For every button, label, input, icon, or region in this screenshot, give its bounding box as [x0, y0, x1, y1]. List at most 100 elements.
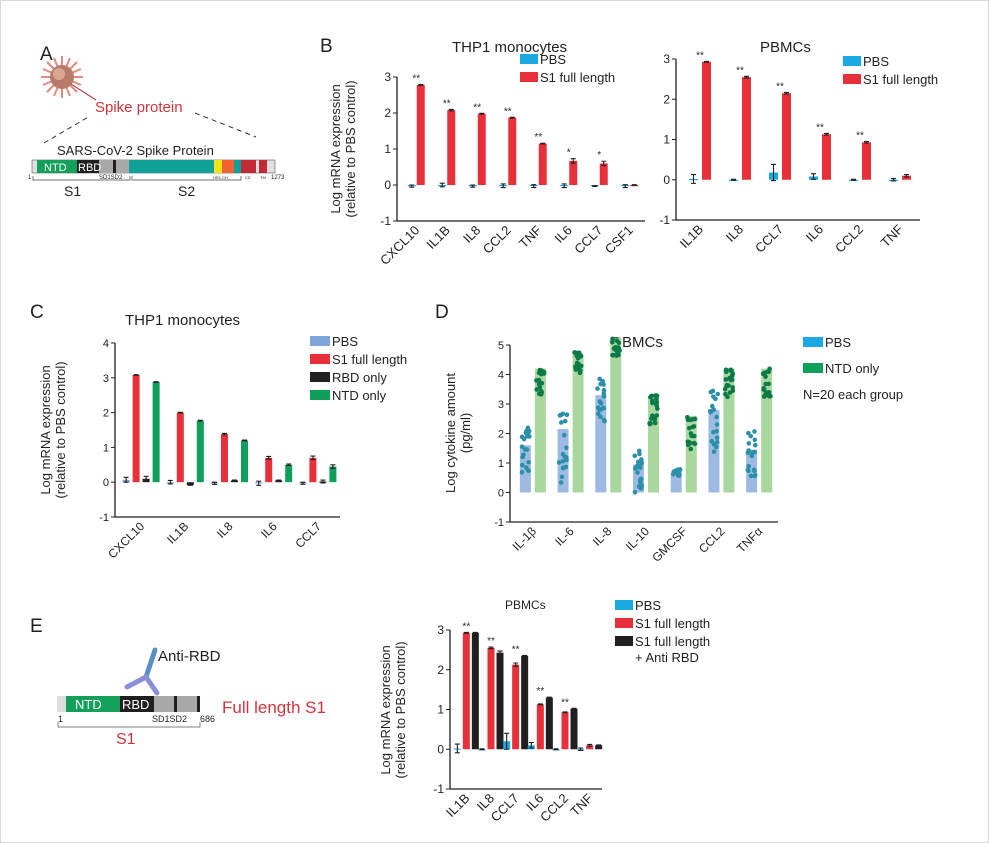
error-bar	[448, 108, 454, 112]
y-axis-label: Log mRNA expression	[38, 365, 53, 494]
bar	[487, 647, 495, 750]
significance-marker: **	[776, 81, 784, 92]
spike-diagram: Spike protein SARS-CoV-2 Spike Protein N…	[28, 56, 285, 199]
y-tick-label: 2	[437, 663, 444, 677]
error-bar	[500, 183, 506, 189]
bar	[569, 160, 578, 185]
error-bar	[578, 747, 584, 751]
data-point	[649, 400, 655, 406]
y-tick-label: -1	[99, 512, 109, 524]
bar	[561, 712, 569, 750]
legend-label: + Anti RBD	[635, 650, 699, 665]
x-tick-label: CCL2	[537, 791, 571, 825]
y-axis-label: (pg/ml)	[458, 413, 473, 453]
bar	[534, 368, 546, 493]
error-bar	[601, 160, 607, 167]
data-point	[526, 459, 531, 465]
x-tick-label: IL1B	[443, 791, 473, 821]
data-point	[763, 374, 768, 379]
bar	[221, 434, 228, 483]
legend-label: S1 full length	[863, 72, 938, 87]
bar	[477, 113, 486, 185]
legend-swatch	[520, 54, 538, 64]
x-tick-label: TNFα	[734, 524, 765, 555]
data-point	[561, 432, 567, 438]
x-tick-label: IL-10	[623, 524, 652, 553]
error-bar	[587, 743, 593, 747]
data-point	[560, 458, 566, 464]
bar	[723, 368, 735, 493]
data-point	[602, 418, 607, 424]
data-point	[564, 412, 570, 418]
data-point	[709, 438, 715, 444]
data-point	[521, 452, 526, 457]
legend-item	[310, 372, 330, 382]
error-bar	[904, 173, 909, 178]
y-axis-label: (relative to PBS control)	[393, 641, 408, 778]
y-tick-label: 3	[437, 623, 444, 637]
y-tick-label: 3	[663, 52, 670, 66]
data-point	[616, 340, 622, 346]
legend-label: S1 full length	[635, 634, 710, 649]
error-bar	[562, 711, 568, 714]
data-point	[525, 467, 531, 473]
x-tick-label: IL8	[723, 222, 746, 245]
error-bar	[300, 481, 306, 485]
data-point	[761, 385, 766, 391]
legend-label: PBS	[540, 52, 566, 67]
significance-marker: **	[696, 50, 704, 61]
spike-protein-title: SARS-CoV-2 Spike Protein	[57, 143, 214, 158]
data-point	[649, 393, 655, 399]
data-point	[766, 381, 771, 387]
error-bar	[531, 184, 537, 189]
y-tick-label: 1	[384, 142, 391, 156]
data-point	[564, 457, 569, 463]
x-tick-label: CCL7	[488, 791, 522, 825]
error-bar	[167, 479, 173, 485]
bar	[761, 368, 773, 493]
data-point	[524, 433, 530, 439]
data-point	[558, 480, 564, 485]
data-point	[677, 467, 683, 472]
legend-item	[310, 390, 330, 400]
data-point	[635, 470, 640, 475]
error-bar	[546, 696, 552, 699]
data-point	[557, 413, 563, 418]
y-tick-label: 0	[384, 178, 391, 192]
data-point	[574, 360, 580, 366]
data-point	[652, 420, 658, 426]
legend-label: NTD only	[332, 388, 387, 403]
anti-rbd-label: Anti-RBD	[158, 648, 221, 665]
error-bar	[824, 132, 829, 136]
error-bar	[537, 703, 543, 706]
domain-rbd: RBD	[78, 162, 101, 174]
bar	[586, 745, 594, 750]
y-tick-label: 0	[663, 173, 670, 187]
data-point	[723, 367, 729, 373]
legend-swatch	[310, 354, 330, 364]
data-point	[633, 465, 638, 471]
s1-label: S1	[64, 183, 81, 199]
data-point	[654, 413, 660, 418]
y-tick-label: 0	[437, 742, 444, 756]
legend-label: RBD only	[332, 370, 387, 385]
data-point	[524, 428, 529, 434]
bar	[595, 745, 603, 750]
y-tick-label: 3	[498, 399, 504, 411]
error-bar	[631, 184, 637, 186]
legend-label: PBS	[825, 335, 851, 350]
data-point	[752, 472, 758, 478]
data-point	[746, 430, 751, 436]
legend-swatch	[843, 74, 861, 84]
y-tick-label: 0	[103, 477, 109, 489]
error-bar	[143, 475, 149, 482]
s2-label: S2	[178, 183, 195, 199]
y-tick-label: 1	[103, 442, 109, 454]
bar	[545, 697, 553, 750]
x-tick-label: CCL7	[571, 223, 605, 257]
error-bar	[488, 646, 494, 650]
legend-swatch	[615, 636, 633, 646]
chart-d: -1 0 1 2 3 4 5 PBMCs Log cytokine amount (pg/ml) I…	[443, 334, 903, 565]
data-point	[750, 450, 756, 455]
